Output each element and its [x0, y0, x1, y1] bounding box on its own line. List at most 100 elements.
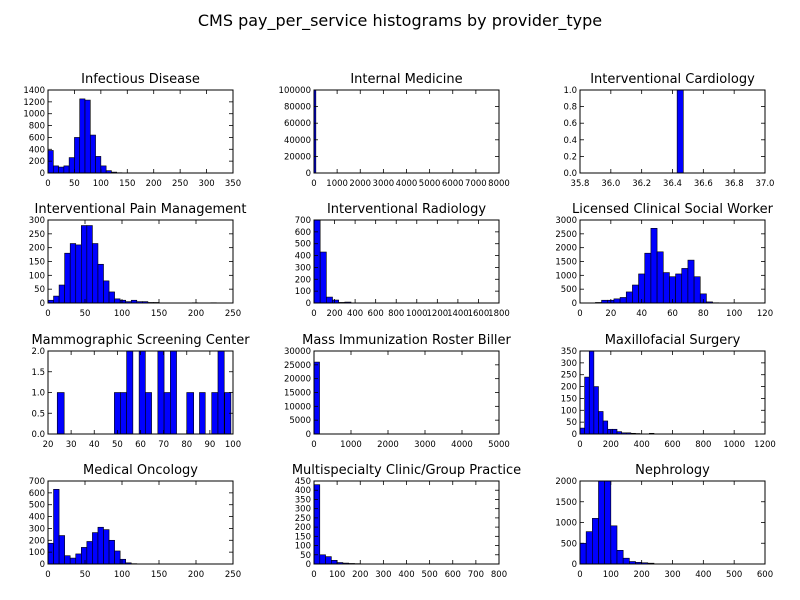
- x-tick-label: 70: [158, 440, 169, 450]
- x-tick-label: 36.6: [694, 179, 713, 189]
- histogram-bar: [619, 297, 627, 304]
- y-tick-label: 5000: [289, 416, 311, 426]
- histogram-bar: [81, 547, 88, 565]
- y-tick-label: 0.2: [563, 152, 577, 162]
- histogram-panel-6: Licensed Clinical Social Worker 0 20 40 60 80…: [555, 202, 773, 319]
- x-tick-label: 600: [664, 440, 680, 450]
- x-tick-label: 40: [636, 309, 647, 319]
- plot-frame: [313, 480, 500, 565]
- x-tick-label: 7000: [465, 179, 487, 189]
- x-tick-label: 1200: [427, 309, 449, 319]
- y-tick-label: 100: [295, 542, 311, 552]
- y-tick-label: 400: [295, 252, 311, 262]
- histogram-panel-10: Medical Oncology 0 50 100 150 200 250 0 100 200 30…: [29, 463, 241, 580]
- x-tick-label: 50: [80, 570, 91, 580]
- x-tick-label: 2000: [349, 179, 371, 189]
- plot-frame: [47, 480, 234, 565]
- y-tick-label: 2500: [555, 230, 577, 240]
- histogram-bar: [92, 532, 99, 565]
- histogram-bar: [625, 291, 633, 304]
- y-tick-label: 250: [29, 230, 45, 240]
- plot-frame: [579, 89, 766, 174]
- histogram-bar: [79, 98, 86, 174]
- panel-title: Mass Immunization Roster Biller: [302, 333, 511, 348]
- y-tick-label: 150: [29, 258, 45, 268]
- x-tick-label: 1800: [488, 309, 510, 319]
- x-tick-label: 0: [311, 309, 316, 319]
- y-tick-label: 0: [40, 169, 45, 179]
- y-tick-label: 1000: [555, 519, 577, 529]
- x-tick-label: 400: [398, 570, 414, 580]
- histogram-bar: [217, 350, 225, 435]
- histogram-panel-12: Nephrology 0 100 200 300 400 500 600 0 500 1000 150…: [555, 463, 773, 580]
- histogram-bar: [56, 392, 65, 435]
- panel-title: Infectious Disease: [81, 72, 200, 87]
- x-tick-label: 0: [311, 570, 316, 580]
- y-tick-label: 2000: [555, 477, 577, 487]
- y-tick-label: 100000: [279, 86, 311, 96]
- histogram-bar: [313, 484, 321, 565]
- y-tick-label: 15000: [284, 389, 311, 399]
- y-tick-label: 400: [295, 486, 311, 496]
- y-tick-label: 0.0: [31, 430, 45, 440]
- y-tick-label: 200: [295, 275, 311, 285]
- x-tick-label: 200: [146, 179, 162, 189]
- histogram-bar: [47, 150, 54, 174]
- x-tick-label: 1400: [447, 309, 469, 319]
- x-tick-label: 4000: [451, 440, 473, 450]
- histogram-bar: [86, 225, 93, 304]
- histogram-bar: [138, 350, 146, 435]
- x-tick-label: 500: [726, 570, 742, 580]
- y-tick-label: 250: [295, 514, 311, 524]
- y-tick-label: 150: [561, 394, 577, 404]
- y-tick-label: 1.0: [31, 389, 45, 399]
- histogram-bar: [319, 554, 326, 565]
- histogram-bar: [81, 225, 88, 304]
- y-tick-label: 500: [29, 501, 45, 511]
- histogram-bar: [186, 392, 194, 435]
- y-tick-label: 50: [566, 418, 577, 428]
- histogram-bar: [75, 244, 82, 304]
- x-tick-label: 36.2: [632, 179, 651, 189]
- histogram-bar: [53, 488, 60, 565]
- x-tick-label: 1200: [754, 440, 776, 450]
- histogram-bar: [579, 427, 585, 435]
- plot-frame: [313, 219, 500, 304]
- histogram-bar: [687, 259, 695, 304]
- histogram-bar: [584, 376, 590, 435]
- y-tick-label: 0.8: [563, 103, 577, 113]
- y-tick-label: 600: [29, 489, 45, 499]
- x-tick-label: 150: [151, 309, 167, 319]
- panel-title: Medical Oncology: [83, 463, 198, 478]
- x-tick-label: 200: [634, 570, 650, 580]
- histogram-bar: [331, 560, 338, 565]
- x-tick-label: 35.8: [571, 179, 590, 189]
- y-tick-label: 1500: [555, 258, 577, 268]
- y-tick-label: 200: [29, 244, 45, 254]
- histogram-bar: [607, 428, 613, 435]
- histogram-bar: [86, 541, 93, 565]
- y-tick-label: 150: [295, 532, 311, 542]
- x-tick-label: 300: [198, 179, 214, 189]
- x-tick-label: 2000: [377, 440, 399, 450]
- plot-frame: [313, 89, 500, 174]
- x-tick-label: 100: [114, 570, 130, 580]
- y-tick-label: 2.0: [31, 347, 45, 357]
- histogram-bar: [598, 411, 604, 435]
- x-tick-label: 200: [188, 309, 204, 319]
- figure-title: CMS pay_per_service histograms by provid…: [198, 11, 602, 31]
- x-tick-label: 400: [634, 440, 650, 450]
- histogram-bar: [592, 518, 599, 565]
- y-tick-label: 100: [295, 287, 311, 297]
- y-tick-label: 50: [300, 551, 311, 561]
- y-tick-label: 0.4: [563, 136, 577, 146]
- y-tick-label: 40000: [284, 136, 311, 146]
- histogram-bar: [638, 273, 646, 304]
- histogram-bar: [108, 291, 115, 304]
- x-tick-label: 0: [311, 440, 316, 450]
- x-tick-label: 36.0: [601, 179, 620, 189]
- x-tick-label: 20: [43, 440, 54, 450]
- y-tick-label: 0.5: [31, 409, 45, 419]
